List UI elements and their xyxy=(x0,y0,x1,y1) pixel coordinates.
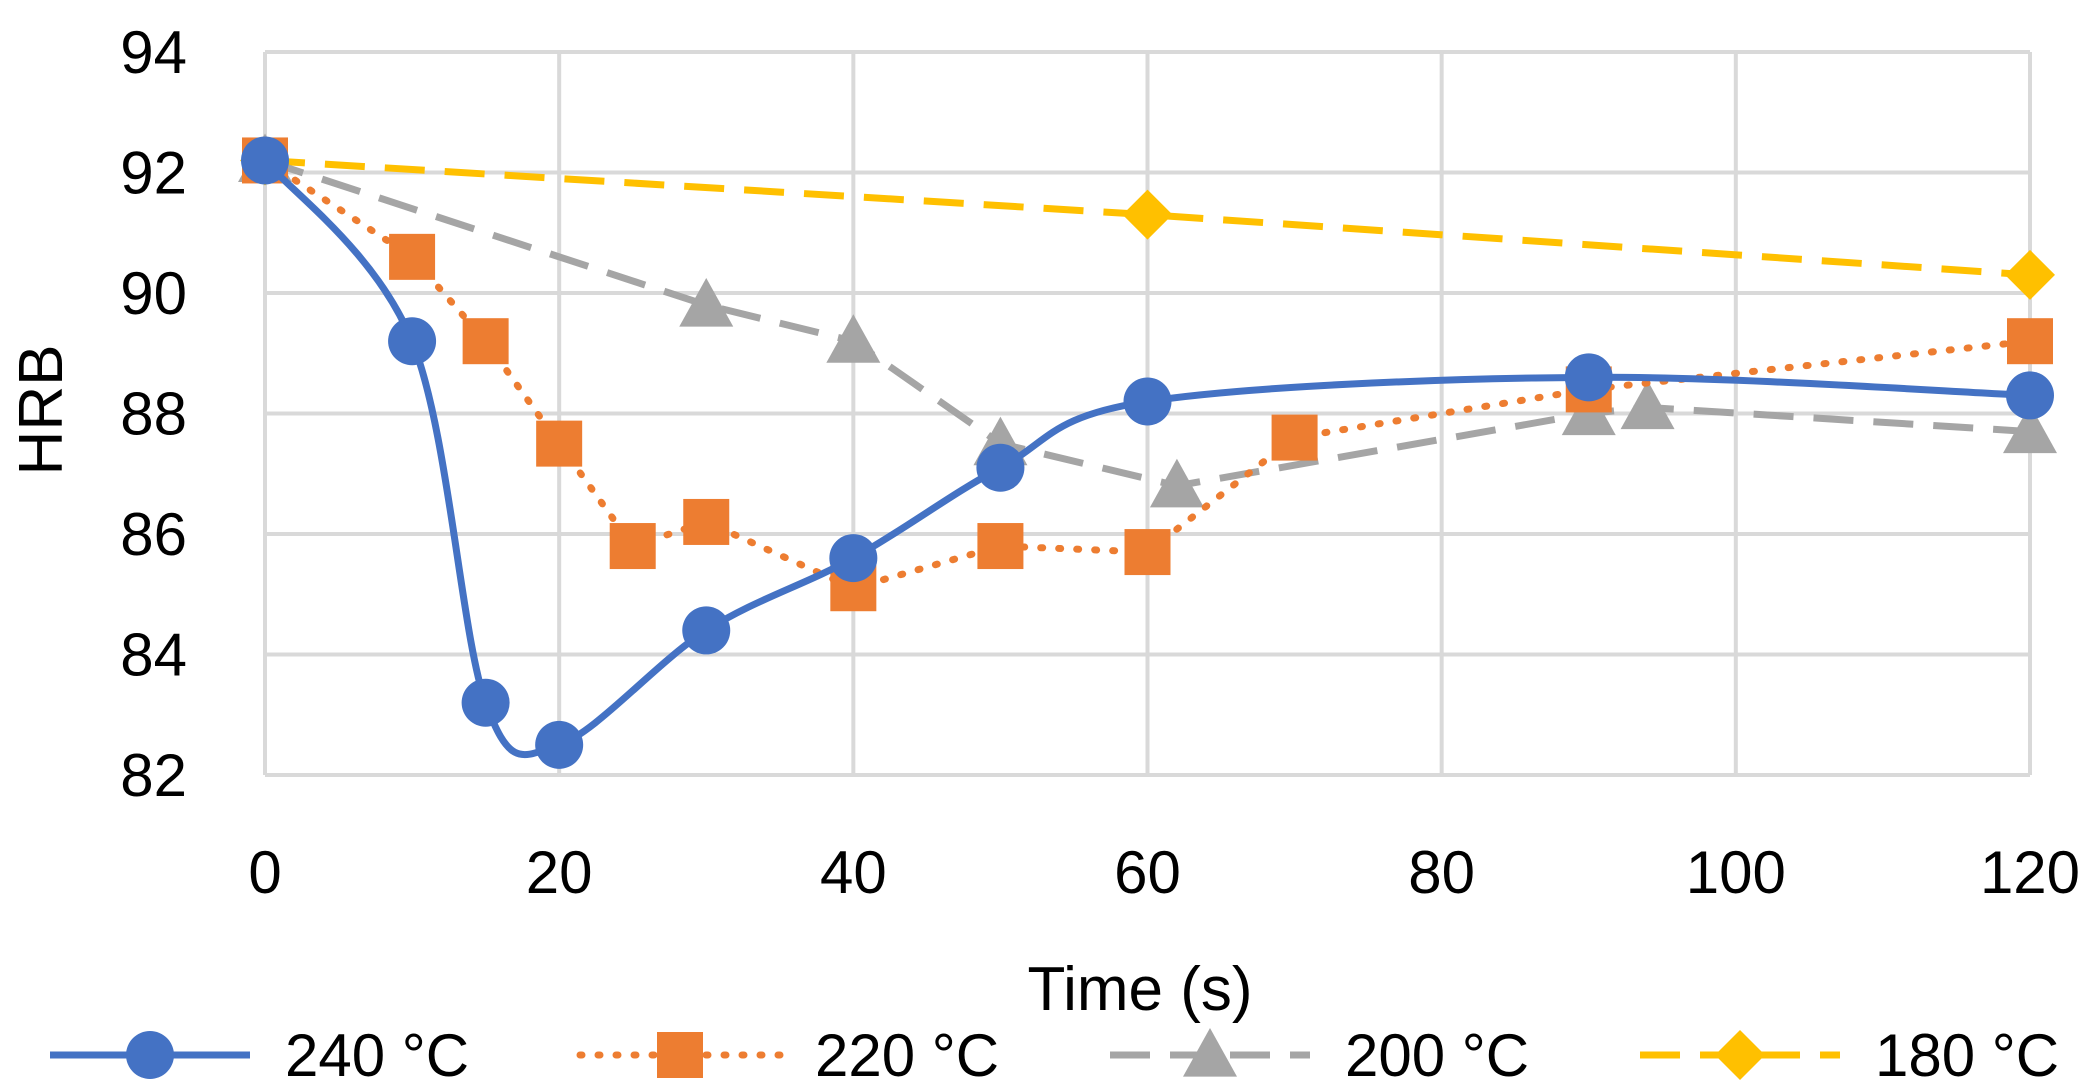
data-point-240c xyxy=(461,678,510,727)
x-axis-ticks: 0 20 40 60 80 100 120 xyxy=(248,839,2080,906)
x-axis-title: Time (s) xyxy=(1028,955,1253,1024)
data-point-220c xyxy=(2007,318,2053,365)
legend-marker-240c xyxy=(126,1031,174,1079)
y-tick-label: 94 xyxy=(120,19,187,86)
data-point-240c xyxy=(682,606,731,655)
legend-item-200c: 200 °C xyxy=(1110,1022,1529,1089)
data-point-220c xyxy=(536,420,583,467)
data-point-200c xyxy=(2003,404,2057,454)
legend-marker-200c xyxy=(1183,1028,1237,1077)
data-point-220c xyxy=(609,523,656,570)
x-tick-label: 0 xyxy=(248,839,281,906)
data-point-220c xyxy=(977,523,1024,570)
data-point-200c xyxy=(1620,380,1675,430)
legend: 240 °C 220 °C 200 °C 180 °C xyxy=(50,1022,2059,1089)
y-tick-label: 90 xyxy=(120,260,187,327)
data-point-240c xyxy=(535,720,584,769)
legend-marker-220c xyxy=(657,1032,703,1078)
data-point-200c xyxy=(679,278,734,327)
series-line-180c xyxy=(264,156,2031,279)
y-tick-label: 84 xyxy=(120,622,187,689)
data-point-200c xyxy=(826,314,881,363)
series-layer xyxy=(238,133,2057,769)
legend-label-240c: 240 °C xyxy=(285,1022,469,1089)
data-point-240c xyxy=(1564,353,1613,402)
data-point-220c xyxy=(1124,529,1171,576)
y-axis-ticks: 82 84 86 88 90 92 94 xyxy=(120,19,187,809)
legend-label-180c: 180 °C xyxy=(1875,1022,2059,1089)
legend-item-240c: 240 °C xyxy=(50,1022,469,1089)
legend-item-180c: 180 °C xyxy=(1640,1022,2059,1089)
data-point-220c xyxy=(683,498,730,545)
data-point-240c xyxy=(2006,371,2054,420)
data-point-220c xyxy=(462,318,509,365)
legend-item-220c: 220 °C xyxy=(576,1022,999,1089)
x-tick-label: 20 xyxy=(526,839,593,906)
y-tick-label: 88 xyxy=(120,381,187,448)
data-point-240c xyxy=(829,534,878,583)
y-tick-label: 82 xyxy=(120,742,187,809)
legend-label-200c: 200 °C xyxy=(1345,1022,1529,1089)
data-point-220c xyxy=(389,233,436,280)
data-point-240c xyxy=(976,443,1025,492)
data-point-180c xyxy=(2005,249,2055,300)
data-point-240c xyxy=(1123,377,1172,426)
series-240c xyxy=(241,136,2054,769)
x-tick-label: 60 xyxy=(1114,839,1181,906)
legend-label-220c: 220 °C xyxy=(815,1022,999,1089)
x-tick-label: 40 xyxy=(820,839,887,906)
x-tick-label: 100 xyxy=(1686,839,1786,906)
data-point-220c xyxy=(1271,414,1318,461)
data-point-200c xyxy=(1149,458,1204,508)
y-axis-title: HRB xyxy=(7,345,76,476)
x-tick-label: 80 xyxy=(1408,839,1475,906)
legend-marker-180c xyxy=(1715,1030,1765,1080)
data-point-240c xyxy=(241,136,289,185)
x-tick-label: 120 xyxy=(1980,839,2080,906)
data-point-240c xyxy=(388,317,437,366)
y-tick-label: 86 xyxy=(120,501,187,568)
y-tick-label: 92 xyxy=(120,140,187,207)
data-point-180c xyxy=(1122,189,1173,240)
